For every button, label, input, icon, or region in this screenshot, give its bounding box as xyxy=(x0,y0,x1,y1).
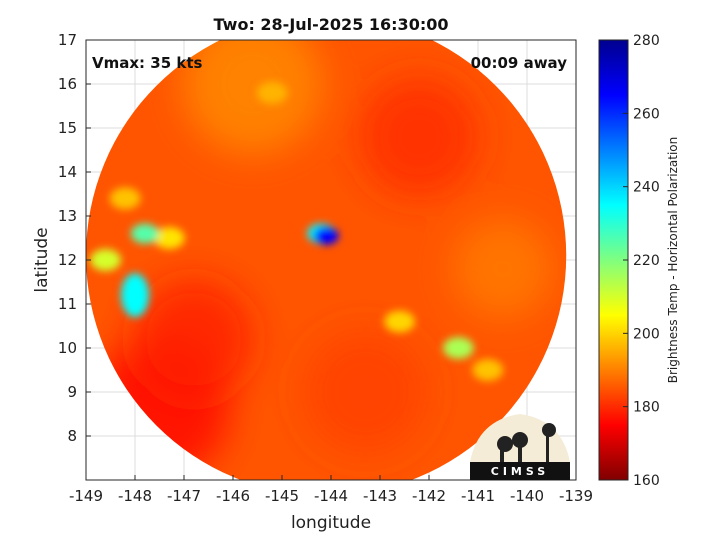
logo-banner xyxy=(470,462,570,480)
swath-tint xyxy=(89,40,553,480)
x-tick-label: -144 xyxy=(314,487,348,505)
y-tick-label: 14 xyxy=(58,163,77,181)
convective-features xyxy=(90,81,504,381)
y-axis-label: latitude xyxy=(32,227,52,292)
colorbar-label: Brightness Temp - Horizontal Polarizatio… xyxy=(666,137,680,384)
tint-blob xyxy=(133,279,254,400)
x-tick-label: -147 xyxy=(167,487,201,505)
x-tick-label: -148 xyxy=(118,487,152,505)
swath-image xyxy=(86,40,567,480)
vmax-annotation: Vmax: 35 kts xyxy=(92,54,202,72)
logo-post-right xyxy=(518,446,522,462)
y-tick-label: 9 xyxy=(67,383,77,401)
y-tick-label: 8 xyxy=(67,427,77,445)
tint-blob xyxy=(452,218,553,319)
y-tick-label: 11 xyxy=(58,295,77,313)
y-tick-label: 13 xyxy=(58,207,77,225)
logo-dish-right xyxy=(512,432,528,448)
y-tick-label: 17 xyxy=(58,31,77,49)
logo-tower-leg xyxy=(546,436,549,462)
x-tick-label: -139 xyxy=(559,487,593,505)
feature-blob xyxy=(121,273,149,318)
y-axis: 8 9 10 11 12 13 14 15 16 17 xyxy=(58,31,91,445)
y-tick-label: 12 xyxy=(58,251,77,269)
colorbar-ticks: 160 180 200 220 240 260 280 xyxy=(623,33,660,489)
x-tick-label: -145 xyxy=(265,487,299,505)
x-axis: -149 -148 -147 -146 -145 -144 -143 -142 -141 -140… xyxy=(69,475,593,505)
feature-blob xyxy=(443,337,474,359)
feature-blob xyxy=(109,187,141,210)
x-tick-label: -143 xyxy=(363,487,397,505)
colorbar-tick-label: 180 xyxy=(633,400,660,416)
tint-blob xyxy=(305,332,426,452)
tint-blob xyxy=(182,40,323,154)
x-tick-label: -142 xyxy=(412,487,446,505)
y-tick-label: 16 xyxy=(58,75,77,93)
colorbar-tick-label: 280 xyxy=(633,33,660,49)
feature-blob xyxy=(313,226,339,245)
x-tick-label: -146 xyxy=(216,487,250,505)
logo-tower-tank xyxy=(542,423,556,437)
colorbar-tick-label: 160 xyxy=(633,473,660,489)
x-tick-label: -141 xyxy=(461,487,495,505)
x-axis-label: longitude xyxy=(291,513,371,533)
feature-blob xyxy=(153,227,185,249)
colorbar-tick-label: 200 xyxy=(633,326,660,342)
y-tick-label: 10 xyxy=(58,339,77,357)
time-offset-annotation: 00:09 away xyxy=(471,54,568,72)
feature-blob xyxy=(384,310,415,333)
logo-post-left xyxy=(500,448,504,462)
cimss-logo: CIMSS xyxy=(470,414,570,480)
chart-title: Two: 28-Jul-2025 16:30:00 xyxy=(214,15,449,34)
logo-text: CIMSS xyxy=(491,465,549,478)
colorbar-tick-label: 260 xyxy=(633,106,660,122)
x-tick-label: -140 xyxy=(510,487,544,505)
y-tick-label: 15 xyxy=(58,119,77,137)
x-tick-label: -149 xyxy=(69,487,103,505)
colorbar-tick-label: 220 xyxy=(633,253,660,269)
feature-blob xyxy=(472,359,504,381)
colorbar-tick-label: 240 xyxy=(633,180,660,196)
feature-blob xyxy=(130,223,159,244)
feature-blob xyxy=(256,81,288,104)
tint-blob xyxy=(359,76,480,197)
logo-dish-left xyxy=(497,436,513,452)
feature-blob xyxy=(90,249,121,271)
